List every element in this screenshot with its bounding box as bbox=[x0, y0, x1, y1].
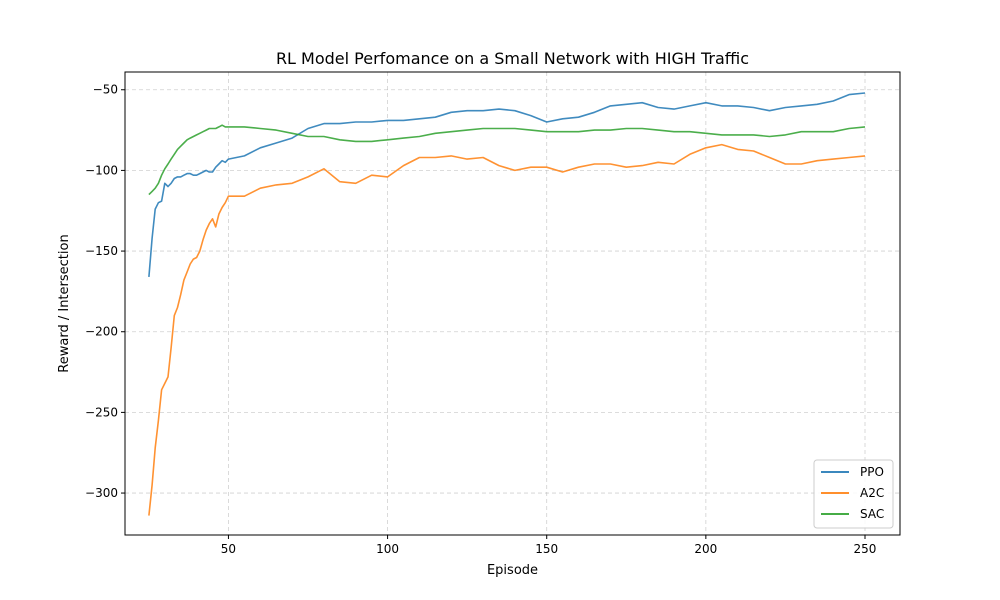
y-axis-label: Reward / Intersection bbox=[57, 234, 72, 372]
x-tick-label: 100 bbox=[376, 542, 399, 556]
legend-box bbox=[813, 459, 894, 529]
chart-title: RL Model Perfomance on a Small Network w… bbox=[276, 49, 749, 68]
x-tick-label: 200 bbox=[694, 542, 717, 556]
y-tick-label: −300 bbox=[85, 486, 118, 500]
series-line-ppo bbox=[148, 92, 866, 277]
y-tick-label: −50 bbox=[93, 83, 118, 97]
legend: PPO A2C SAC bbox=[813, 459, 894, 529]
x-tick-label: 150 bbox=[535, 542, 558, 556]
plot-frame bbox=[124, 71, 901, 536]
x-tick-label: 250 bbox=[854, 542, 877, 556]
series-line-a2c bbox=[148, 143, 866, 516]
series-line-sac bbox=[148, 124, 866, 196]
grid-lines bbox=[125, 72, 900, 535]
y-tick-label: −250 bbox=[85, 405, 118, 419]
y-axis-ticks: −50 −100 −150 −200 −250 −300 bbox=[85, 83, 125, 500]
x-axis-ticks: 50 100 150 200 250 bbox=[221, 535, 877, 556]
y-tick-label: −100 bbox=[85, 163, 118, 177]
x-axis-label: Episode bbox=[487, 563, 538, 578]
legend-label-ppo: PPO bbox=[860, 465, 884, 479]
x-tick-label: 50 bbox=[221, 542, 236, 556]
legend-label-a2c: A2C bbox=[860, 486, 884, 500]
legend-label-sac: SAC bbox=[860, 507, 884, 521]
y-tick-label: −150 bbox=[85, 244, 118, 258]
y-tick-label: −200 bbox=[85, 325, 118, 339]
series-lines bbox=[148, 92, 866, 516]
